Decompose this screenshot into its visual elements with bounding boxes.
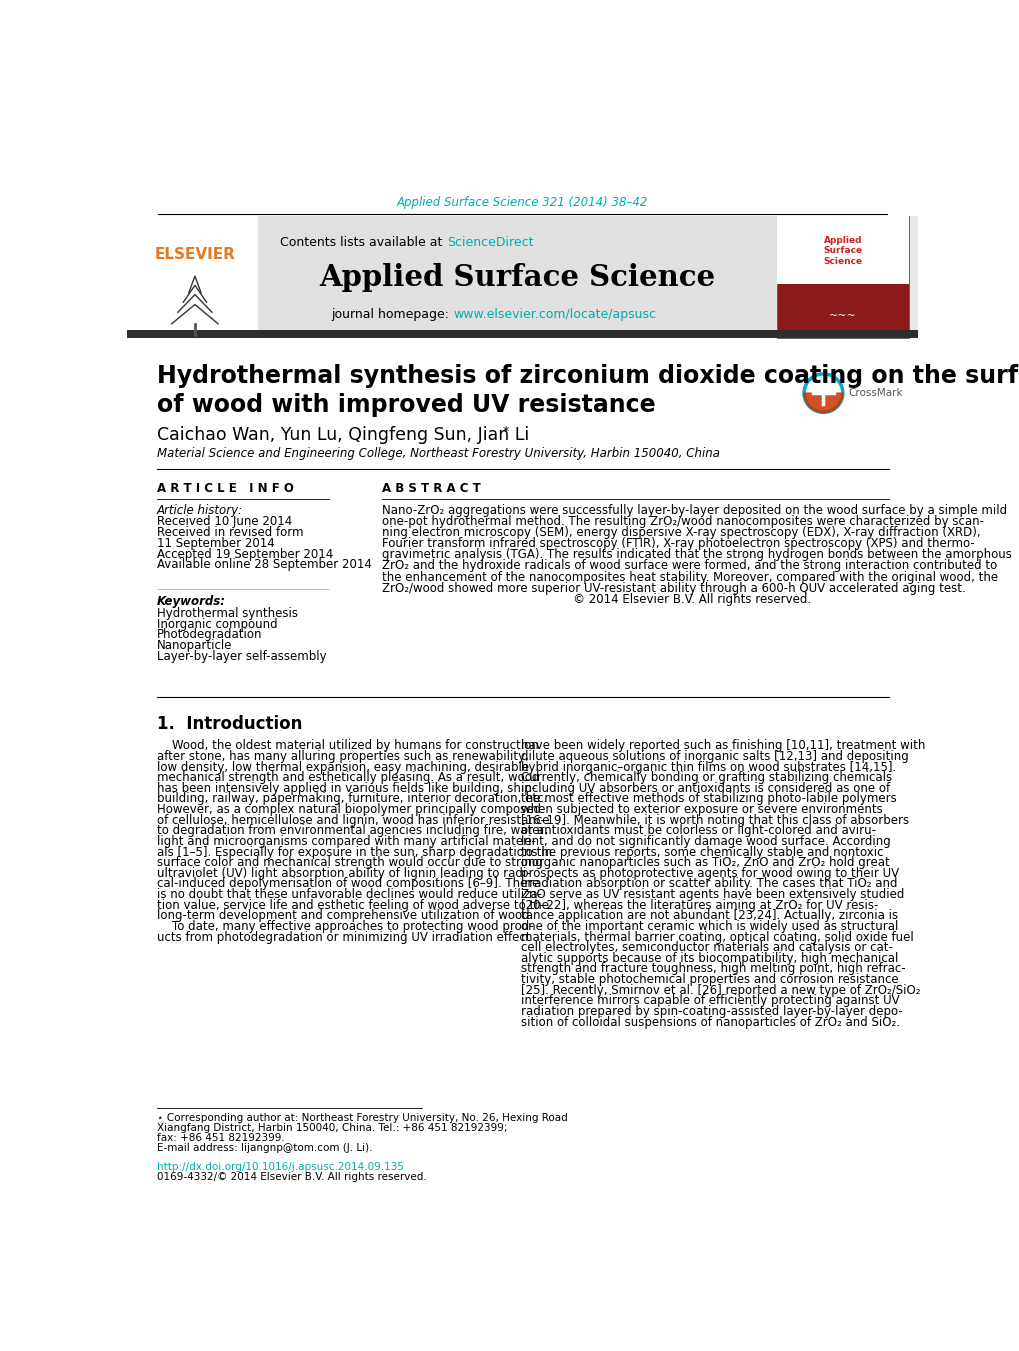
Text: ⋆ Corresponding author at: Northeast Forestry University, No. 26, Hexing Road: ⋆ Corresponding author at: Northeast For… xyxy=(157,1113,568,1124)
Text: Fourier transform infrared spectroscopy (FTIR), X-ray photoelectron spectroscopy: Fourier transform infrared spectroscopy … xyxy=(381,538,973,550)
Text: A B S T R A C T: A B S T R A C T xyxy=(381,482,480,494)
Text: materials, thermal barrier coating, optical coating, solid oxide fuel: materials, thermal barrier coating, opti… xyxy=(521,931,913,943)
Text: irradiation absorption or scatter ability. The cases that TiO₂ and: irradiation absorption or scatter abilit… xyxy=(521,877,897,890)
Text: inorganic nanoparticles such as TiO₂, ZnO and ZrO₂ hold great: inorganic nanoparticles such as TiO₂, Zn… xyxy=(521,857,890,869)
Text: tivity, stable photochemical properties and corrosion resistance: tivity, stable photochemical properties … xyxy=(521,973,898,986)
Text: Nano-ZrO₂ aggregations were successfully layer-by-layer deposited on the wood su: Nano-ZrO₂ aggregations were successfully… xyxy=(381,504,1006,516)
Text: [16–19]. Meanwhile, it is worth noting that this class of absorbers: [16–19]. Meanwhile, it is worth noting t… xyxy=(521,813,908,827)
Text: Xiangfang District, Harbin 150040, China. Tel.: +86 451 82192399;: Xiangfang District, Harbin 150040, China… xyxy=(157,1124,507,1133)
Text: the most effective methods of stabilizing photo-labile polymers: the most effective methods of stabilizin… xyxy=(521,793,896,805)
Text: Wood, the oldest material utilized by humans for construction: Wood, the oldest material utilized by hu… xyxy=(157,739,538,753)
Wedge shape xyxy=(803,393,842,412)
Text: Hydrothermal synthesis: Hydrothermal synthesis xyxy=(157,607,298,620)
Text: Nanoparticle: Nanoparticle xyxy=(157,639,232,653)
Text: light and microorganisms compared with many artificial materi-: light and microorganisms compared with m… xyxy=(157,835,535,848)
Text: Layer-by-layer self-assembly: Layer-by-layer self-assembly xyxy=(157,650,326,663)
Text: 0169-4332/© 2014 Elsevier B.V. All rights reserved.: 0169-4332/© 2014 Elsevier B.V. All right… xyxy=(157,1171,426,1182)
Text: ScienceDirect: ScienceDirect xyxy=(446,236,533,250)
Text: journal homepage:: journal homepage: xyxy=(331,308,452,322)
Text: building, railway, papermaking, furniture, interior decoration, etc.: building, railway, papermaking, furnitur… xyxy=(157,793,546,805)
Text: hybrid inorganic–organic thin films on wood substrates [14,15].: hybrid inorganic–organic thin films on w… xyxy=(521,761,896,774)
Text: © 2014 Elsevier B.V. All rights reserved.: © 2014 Elsevier B.V. All rights reserved… xyxy=(381,593,810,607)
Bar xyxy=(127,330,917,338)
Text: long-term development and comprehensive utilization of wood.: long-term development and comprehensive … xyxy=(157,909,533,923)
Text: tance application are not abundant [23,24]. Actually, zirconia is: tance application are not abundant [23,2… xyxy=(521,909,898,923)
Text: or antioxidants must be colorless or light-colored and aviru-: or antioxidants must be colorless or lig… xyxy=(521,824,875,838)
Text: http://dx.doi.org/10.1016/j.apsusc.2014.09.135: http://dx.doi.org/10.1016/j.apsusc.2014.… xyxy=(157,1162,404,1171)
Text: Material Science and Engineering College, Northeast Forestry University, Harbin : Material Science and Engineering College… xyxy=(157,447,719,459)
Text: cal-induced depolymerisation of wood compositions [6–9]. There: cal-induced depolymerisation of wood com… xyxy=(157,877,539,890)
Text: Inorganic compound: Inorganic compound xyxy=(157,617,277,631)
Text: dilute aqueous solutions of inorganic salts [12,13] and depositing: dilute aqueous solutions of inorganic sa… xyxy=(521,750,908,763)
Text: when subjected to exterior exposure or severe environments: when subjected to exterior exposure or s… xyxy=(521,802,882,816)
Text: To date, many effective approaches to protecting wood prod-: To date, many effective approaches to pr… xyxy=(157,920,533,934)
Text: has been intensively applied in various fields like building, ship-: has been intensively applied in various … xyxy=(157,782,536,794)
Text: one of the important ceramic which is widely used as structural: one of the important ceramic which is wi… xyxy=(521,920,898,934)
Text: *: * xyxy=(502,426,508,438)
Text: [20–22], whereas the literatures aiming at ZrO₂ for UV resis-: [20–22], whereas the literatures aiming … xyxy=(521,898,877,912)
Text: A R T I C L E   I N F O: A R T I C L E I N F O xyxy=(157,482,293,494)
Text: ~~~: ~~~ xyxy=(828,311,856,322)
Text: Applied Surface Science 321 (2014) 38–42: Applied Surface Science 321 (2014) 38–42 xyxy=(396,196,648,208)
Text: to the previous reports, some chemically stable and nontoxic: to the previous reports, some chemically… xyxy=(521,846,882,858)
Text: Available online 28 September 2014: Available online 28 September 2014 xyxy=(157,558,372,571)
Text: interference mirrors capable of efficiently protecting against UV: interference mirrors capable of efficien… xyxy=(521,994,899,1008)
Text: cell electrolytes, semiconductor materials and catalysis or cat-: cell electrolytes, semiconductor materia… xyxy=(521,942,893,954)
Text: the enhancement of the nanocomposites heat stability. Moreover, compared with th: the enhancement of the nanocomposites he… xyxy=(381,570,997,584)
Text: ning electron microscopy (SEM), energy dispersive X-ray spectroscopy (EDX), X-ra: ning electron microscopy (SEM), energy d… xyxy=(381,526,979,539)
Text: lent, and do not significantly damage wood surface. According: lent, and do not significantly damage wo… xyxy=(521,835,890,848)
Text: gravimetric analysis (TGA). The results indicated that the strong hydrogen bonds: gravimetric analysis (TGA). The results … xyxy=(381,549,1011,561)
Text: Accepted 19 September 2014: Accepted 19 September 2014 xyxy=(157,547,333,561)
Text: of cellulose, hemicellulose and lignin, wood has inferior resistance: of cellulose, hemicellulose and lignin, … xyxy=(157,813,549,827)
Text: including UV absorbers or antioxidants is considered as one of: including UV absorbers or antioxidants i… xyxy=(521,782,890,794)
Bar xyxy=(776,216,908,338)
Text: Contents lists available at: Contents lists available at xyxy=(280,236,446,250)
Text: prospects as photoprotective agents for wood owing to their UV: prospects as photoprotective agents for … xyxy=(521,867,899,880)
Text: Received 10 June 2014: Received 10 June 2014 xyxy=(157,515,291,528)
Text: ZrO₂/wood showed more superior UV-resistant ability through a 600-h QUV accelera: ZrO₂/wood showed more superior UV-resist… xyxy=(381,582,965,594)
Text: have been widely reported such as finishing [10,11], treatment with: have been widely reported such as finish… xyxy=(521,739,924,753)
Text: sition of colloidal suspensions of nanoparticles of ZrO₂ and SiO₂.: sition of colloidal suspensions of nanop… xyxy=(521,1016,900,1028)
Text: after stone, has many alluring properties such as renewability,: after stone, has many alluring propertie… xyxy=(157,750,528,763)
Text: to degradation from environmental agencies including fire, water,: to degradation from environmental agenci… xyxy=(157,824,547,838)
Text: low density, low thermal expansion, easy machining, desirable: low density, low thermal expansion, easy… xyxy=(157,761,529,774)
Text: ELSEVIER: ELSEVIER xyxy=(154,247,235,262)
Text: strength and fracture toughness, high melting point, high refrac-: strength and fracture toughness, high me… xyxy=(521,962,905,975)
Text: 1.  Introduction: 1. Introduction xyxy=(157,715,302,734)
Text: Hydrothermal synthesis of zirconium dioxide coating on the surface: Hydrothermal synthesis of zirconium diox… xyxy=(157,365,1019,388)
Text: ucts from photodegradation or minimizing UV irradiation effect: ucts from photodegradation or minimizing… xyxy=(157,931,530,943)
Text: Applied Surface Science: Applied Surface Science xyxy=(319,263,714,292)
Text: Article history:: Article history: xyxy=(157,504,243,516)
Text: fax: +86 451 82192399.: fax: +86 451 82192399. xyxy=(157,1133,284,1143)
Text: alytic supports because of its biocompatibility, high mechanical: alytic supports because of its biocompat… xyxy=(521,952,898,965)
Text: E-mail address: lijangnp@tom.com (J. Li).: E-mail address: lijangnp@tom.com (J. Li)… xyxy=(157,1143,372,1154)
Text: mechanical strength and esthetically pleasing. As a result, wood: mechanical strength and esthetically ple… xyxy=(157,771,539,784)
Text: ZrO₂ and the hydroxide radicals of wood surface were formed, and the strong inte: ZrO₂ and the hydroxide radicals of wood … xyxy=(381,559,996,573)
Bar xyxy=(127,216,258,338)
Text: radiation prepared by spin-coating-assisted layer-by-layer depo-: radiation prepared by spin-coating-assis… xyxy=(521,1005,902,1017)
Text: However, as a complex natural biopolymer principally composed: However, as a complex natural biopolymer… xyxy=(157,802,540,816)
Text: ultraviolet (UV) light absorption ability of lignin leading to radi-: ultraviolet (UV) light absorption abilit… xyxy=(157,867,530,880)
Text: of wood with improved UV resistance: of wood with improved UV resistance xyxy=(157,393,655,416)
Text: Applied
Surface
Science: Applied Surface Science xyxy=(822,236,861,266)
Bar xyxy=(127,216,917,338)
Text: Photodegradation: Photodegradation xyxy=(157,628,262,642)
Text: www.elsevier.com/locate/apsusc: www.elsevier.com/locate/apsusc xyxy=(452,308,655,322)
Text: CrossMark: CrossMark xyxy=(848,388,902,399)
Text: one-pot hydrothermal method. The resulting ZrO₂/wood nanocomposites were charact: one-pot hydrothermal method. The resulti… xyxy=(381,515,982,528)
Text: als [1–5]. Especially for exposure in the sun, sharp degradations in: als [1–5]. Especially for exposure in th… xyxy=(157,846,551,858)
Text: Received in revised form: Received in revised form xyxy=(157,526,304,539)
Text: is no doubt that these unfavorable declines would reduce utiliza-: is no doubt that these unfavorable decli… xyxy=(157,888,541,901)
Text: ZnO serve as UV resistant agents have been extensively studied: ZnO serve as UV resistant agents have be… xyxy=(521,888,904,901)
Text: Caichao Wan, Yun Lu, Qingfeng Sun, Jian Li: Caichao Wan, Yun Lu, Qingfeng Sun, Jian … xyxy=(157,427,529,444)
Bar xyxy=(258,216,776,338)
Text: Currently, chemically bonding or grafting stabilizing chemicals: Currently, chemically bonding or graftin… xyxy=(521,771,892,784)
Text: tion value, service life and esthetic feeling of wood adverse to the: tion value, service life and esthetic fe… xyxy=(157,898,548,912)
Text: Keywords:: Keywords: xyxy=(157,594,226,608)
Bar xyxy=(776,216,908,284)
Text: [25]. Recently, Smirnov et al. [26] reported a new type of ZrO₂/SiO₂: [25]. Recently, Smirnov et al. [26] repo… xyxy=(521,984,920,997)
Text: 11 September 2014: 11 September 2014 xyxy=(157,536,274,550)
Text: surface color and mechanical strength would occur due to strong: surface color and mechanical strength wo… xyxy=(157,857,542,869)
